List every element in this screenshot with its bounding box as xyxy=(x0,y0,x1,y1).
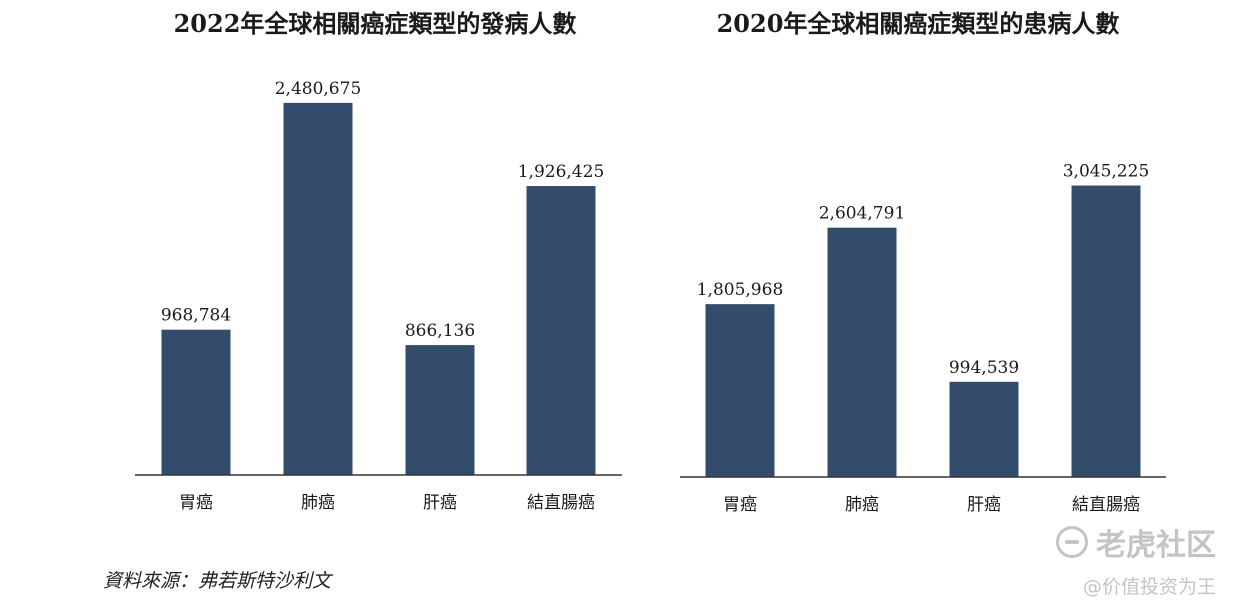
bar-chart-incidence-2022: 968,784 胃癌 2,480,675 肺癌 866,136 肝癌 1,926,425 結直… xyxy=(135,79,622,513)
bar xyxy=(949,381,1019,477)
chart-title: 2022年全球相關癌症類型的發病人數 xyxy=(173,9,577,38)
category-label: 胃癌 xyxy=(179,493,213,513)
category-label: 肺癌 xyxy=(845,495,879,515)
bar-chart-prevalence-2020: 1,805,968 胃癌 2,604,791 肺癌 994,539 肝癌 3,045,225… xyxy=(680,162,1166,515)
data-label: 1,926,425 xyxy=(518,162,605,182)
watermark-user: @价值投资为王 xyxy=(1082,576,1216,598)
category-label: 結直腸癌 xyxy=(527,493,595,513)
source-note: 資料來源：弗若斯特沙利文 xyxy=(103,570,332,592)
bar xyxy=(283,102,353,476)
bar xyxy=(1071,185,1141,478)
category-label: 肝癌 xyxy=(423,493,457,513)
bar xyxy=(526,186,596,475)
watermark-logo: 老虎社区 xyxy=(1056,520,1216,564)
category-label: 胃癌 xyxy=(723,495,757,515)
chart-title: 2020年全球相關癌症類型的患病人數 xyxy=(716,9,1120,38)
category-label: 肺癌 xyxy=(301,493,335,513)
bar xyxy=(827,227,897,477)
category-label: 結直腸癌 xyxy=(1072,495,1140,515)
tiger-logo-icon xyxy=(1056,526,1088,558)
data-label: 1,805,968 xyxy=(697,280,784,300)
data-label: 2,604,791 xyxy=(819,204,906,224)
watermark: 老虎社区 @价值投资为王 xyxy=(1056,520,1216,599)
bar xyxy=(161,329,231,475)
data-label: 866,136 xyxy=(405,321,475,341)
category-label: 肝癌 xyxy=(967,495,1001,515)
watermark-logo-text: 老虎社区 xyxy=(1096,528,1216,563)
bar xyxy=(705,304,775,477)
bar xyxy=(405,345,475,475)
data-label: 994,539 xyxy=(949,358,1019,378)
data-label: 2,480,675 xyxy=(275,79,362,99)
data-label: 968,784 xyxy=(161,306,231,326)
data-label: 3,045,225 xyxy=(1063,162,1150,182)
